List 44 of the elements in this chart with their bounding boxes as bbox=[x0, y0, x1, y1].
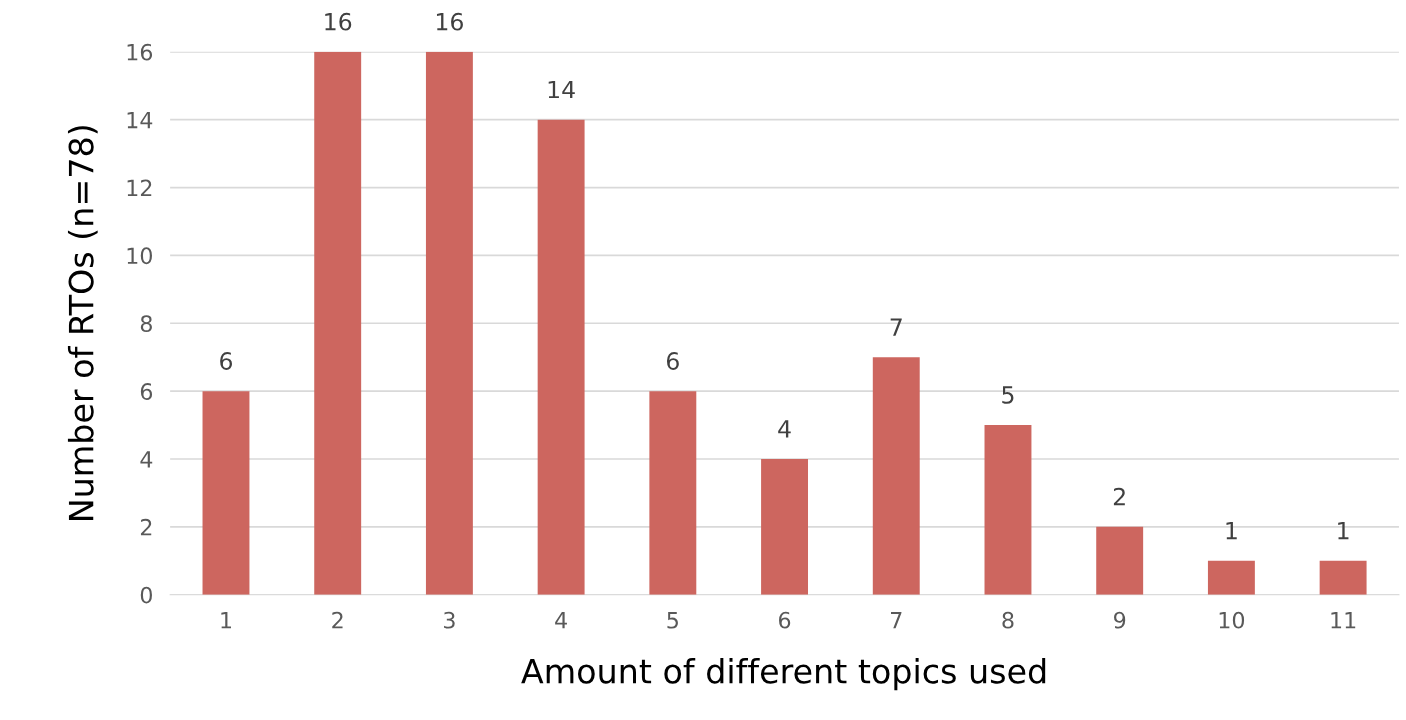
data-label: 4 bbox=[778, 420, 791, 438]
x-tick-label: 7 bbox=[891, 612, 902, 629]
y-tick-label: 12 bbox=[127, 179, 152, 196]
bar bbox=[202, 391, 250, 595]
x-tick-label: 8 bbox=[1002, 611, 1014, 629]
data-label: 1 bbox=[1338, 522, 1349, 540]
data-label: 7 bbox=[890, 318, 902, 336]
x-tick-label: 3 bbox=[444, 611, 455, 629]
data-label: 2 bbox=[1113, 487, 1125, 506]
y-tick-label: 6 bbox=[140, 383, 153, 400]
data-label: 6 bbox=[666, 352, 679, 370]
bar bbox=[649, 391, 697, 595]
bar bbox=[537, 119, 585, 595]
y-tick-label: 0 bbox=[140, 586, 152, 604]
y-tick-label: 16 bbox=[127, 43, 153, 61]
data-label: 14 bbox=[548, 80, 575, 99]
x-tick-label: 2 bbox=[332, 611, 343, 629]
data-label: 1 bbox=[1226, 522, 1237, 540]
bar bbox=[314, 51, 362, 595]
x-tick-label: 11 bbox=[1331, 612, 1356, 629]
y-tick-label: 8 bbox=[140, 315, 152, 333]
x-tick-label: 10 bbox=[1219, 611, 1245, 629]
x-tick-label: 5 bbox=[667, 612, 678, 629]
bar bbox=[761, 459, 809, 595]
y-axis-title: Number of RTOs (n=78) bbox=[67, 126, 98, 521]
bar bbox=[1207, 560, 1255, 595]
bar bbox=[872, 357, 920, 595]
y-tick-label: 4 bbox=[140, 451, 153, 468]
data-label: 6 bbox=[220, 352, 233, 370]
data-label: 16 bbox=[325, 12, 352, 31]
bar bbox=[984, 425, 1032, 595]
data-label: 5 bbox=[1002, 386, 1014, 404]
y-tick-label: 2 bbox=[140, 518, 152, 536]
y-tick-label: 14 bbox=[127, 111, 153, 129]
bar bbox=[425, 51, 473, 595]
data-label: 16 bbox=[436, 12, 463, 31]
x-tick-label: 4 bbox=[555, 612, 567, 629]
x-tick-label: 1 bbox=[221, 612, 231, 629]
bar bbox=[1319, 560, 1367, 595]
x-tick-label: 9 bbox=[1114, 611, 1126, 629]
bar bbox=[1096, 526, 1144, 595]
x-axis-title: Amount of different topics used bbox=[521, 657, 1046, 691]
x-tick-label: 6 bbox=[779, 611, 791, 629]
y-tick-label: 10 bbox=[127, 247, 152, 265]
